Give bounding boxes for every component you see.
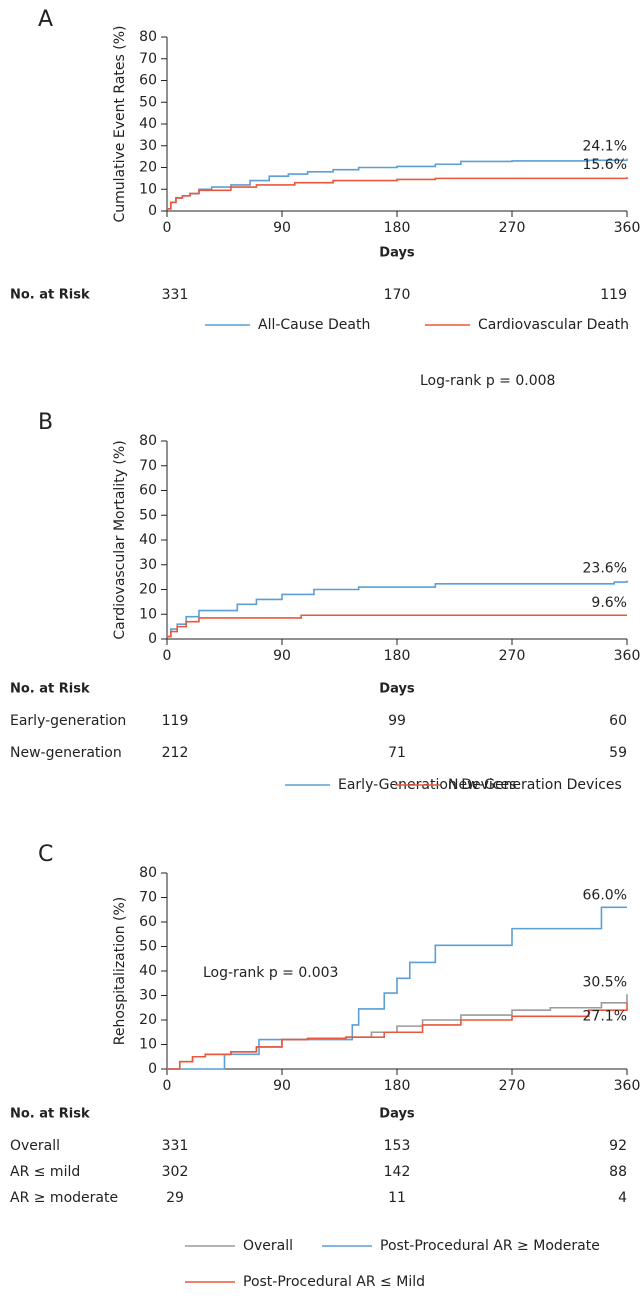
y-axis-label: Cumulative Event Rates (%) — [112, 26, 128, 223]
risk-title: No. at Risk — [10, 288, 90, 303]
x-tick-label: 270 — [499, 1078, 526, 1094]
x-tick-label: 0 — [163, 220, 172, 236]
series-line — [167, 177, 628, 210]
y-tick-label: 50 — [139, 939, 157, 955]
y-tick-label: 30 — [139, 138, 157, 154]
risk-row-label: Overall — [10, 1138, 60, 1154]
risk-value: 29 — [166, 1190, 184, 1206]
risk-title: No. at Risk — [10, 682, 90, 697]
x-tick-label: 270 — [499, 648, 526, 664]
risk-value: 92 — [609, 1138, 627, 1154]
legend-label: Cardiovascular Death — [478, 317, 629, 333]
end-label: 23.6% — [583, 561, 627, 577]
end-label: 30.5% — [583, 974, 627, 990]
x-tick-label: 360 — [614, 220, 641, 236]
y-axis-label: Cardiovascular Mortality (%) — [112, 440, 128, 639]
risk-row-label: Early-generation — [10, 713, 126, 729]
risk-value: 153 — [384, 1138, 411, 1154]
end-label: 15.6% — [583, 157, 627, 173]
risk-value: 212 — [162, 745, 189, 761]
y-tick-label: 10 — [139, 1037, 157, 1053]
legend-label: All-Cause Death — [258, 317, 370, 333]
x-tick-label: 360 — [614, 1078, 641, 1094]
series-line — [167, 1002, 628, 1070]
end-label: 24.1% — [583, 139, 627, 155]
y-tick-label: 50 — [139, 94, 157, 110]
panel-label: B — [38, 410, 53, 435]
x-tick-label: 0 — [163, 648, 172, 664]
risk-value: 170 — [384, 287, 411, 303]
x-tick-label: 180 — [384, 648, 411, 664]
risk-value: 99 — [388, 713, 406, 729]
y-tick-label: 10 — [139, 606, 157, 622]
annotation: Log-rank p = 0.008 — [420, 373, 555, 389]
y-tick-label: 80 — [139, 433, 157, 449]
x-tick-label: 0 — [163, 1078, 172, 1094]
series-line — [167, 580, 628, 638]
legend-label: Overall — [243, 1238, 293, 1254]
series-line — [167, 614, 627, 638]
annotation: Log-rank p = 0.003 — [203, 965, 338, 981]
legend-label: New-Generation Devices — [448, 777, 622, 793]
risk-value: 119 — [600, 287, 627, 303]
x-axis-label: Days — [379, 1107, 415, 1122]
risk-value: 331 — [162, 1138, 189, 1154]
x-tick-label: 360 — [614, 648, 641, 664]
x-axis-label: Days — [379, 682, 415, 697]
x-tick-label: 90 — [273, 648, 291, 664]
x-tick-label: 270 — [499, 220, 526, 236]
risk-value: 11 — [388, 1190, 406, 1206]
y-tick-label: 30 — [139, 557, 157, 573]
y-tick-label: 40 — [139, 116, 157, 132]
risk-row-label: AR ≥ moderate — [10, 1190, 118, 1206]
y-tick-label: 70 — [139, 458, 157, 474]
y-tick-label: 60 — [139, 73, 157, 89]
y-tick-label: 80 — [139, 29, 157, 45]
y-tick-label: 60 — [139, 914, 157, 930]
y-tick-label: 10 — [139, 181, 157, 197]
risk-value: 71 — [388, 745, 406, 761]
y-tick-label: 20 — [139, 582, 157, 598]
y-tick-label: 80 — [139, 865, 157, 881]
y-tick-label: 70 — [139, 51, 157, 67]
x-tick-label: 180 — [384, 1078, 411, 1094]
risk-value: 60 — [609, 713, 627, 729]
y-tick-label: 70 — [139, 890, 157, 906]
y-tick-label: 20 — [139, 1012, 157, 1028]
risk-value: 4 — [618, 1190, 627, 1206]
risk-value: 142 — [384, 1164, 411, 1180]
y-tick-label: 30 — [139, 988, 157, 1004]
panel-label: A — [38, 7, 53, 32]
end-label: 66.0% — [583, 887, 627, 903]
y-tick-label: 20 — [139, 160, 157, 176]
legend-label: Post-Procedural AR ≤ Mild — [243, 1274, 425, 1290]
x-tick-label: 180 — [384, 220, 411, 236]
end-label: 27.1% — [583, 1009, 627, 1025]
y-tick-label: 0 — [148, 1061, 157, 1077]
risk-value: 119 — [162, 713, 189, 729]
risk-row-label: AR ≤ mild — [10, 1164, 80, 1180]
x-tick-label: 90 — [273, 220, 291, 236]
y-tick-label: 40 — [139, 963, 157, 979]
y-axis-label: Rehospitalization (%) — [112, 897, 128, 1046]
x-axis-label: Days — [379, 246, 415, 261]
risk-value: 59 — [609, 745, 627, 761]
risk-value: 302 — [162, 1164, 189, 1180]
y-tick-label: 40 — [139, 532, 157, 548]
series-line — [167, 906, 627, 1070]
y-tick-label: 0 — [148, 631, 157, 647]
risk-title: No. at Risk — [10, 1107, 90, 1122]
end-label: 9.6% — [591, 595, 627, 611]
y-tick-label: 0 — [148, 203, 157, 219]
risk-value: 331 — [162, 287, 189, 303]
panel-label: C — [38, 842, 53, 867]
risk-value: 88 — [609, 1164, 627, 1180]
x-tick-label: 90 — [273, 1078, 291, 1094]
y-tick-label: 50 — [139, 507, 157, 523]
legend-label: Post-Procedural AR ≥ Moderate — [380, 1238, 600, 1254]
series-line — [167, 158, 628, 210]
risk-row-label: New-generation — [10, 745, 122, 761]
y-tick-label: 60 — [139, 483, 157, 499]
